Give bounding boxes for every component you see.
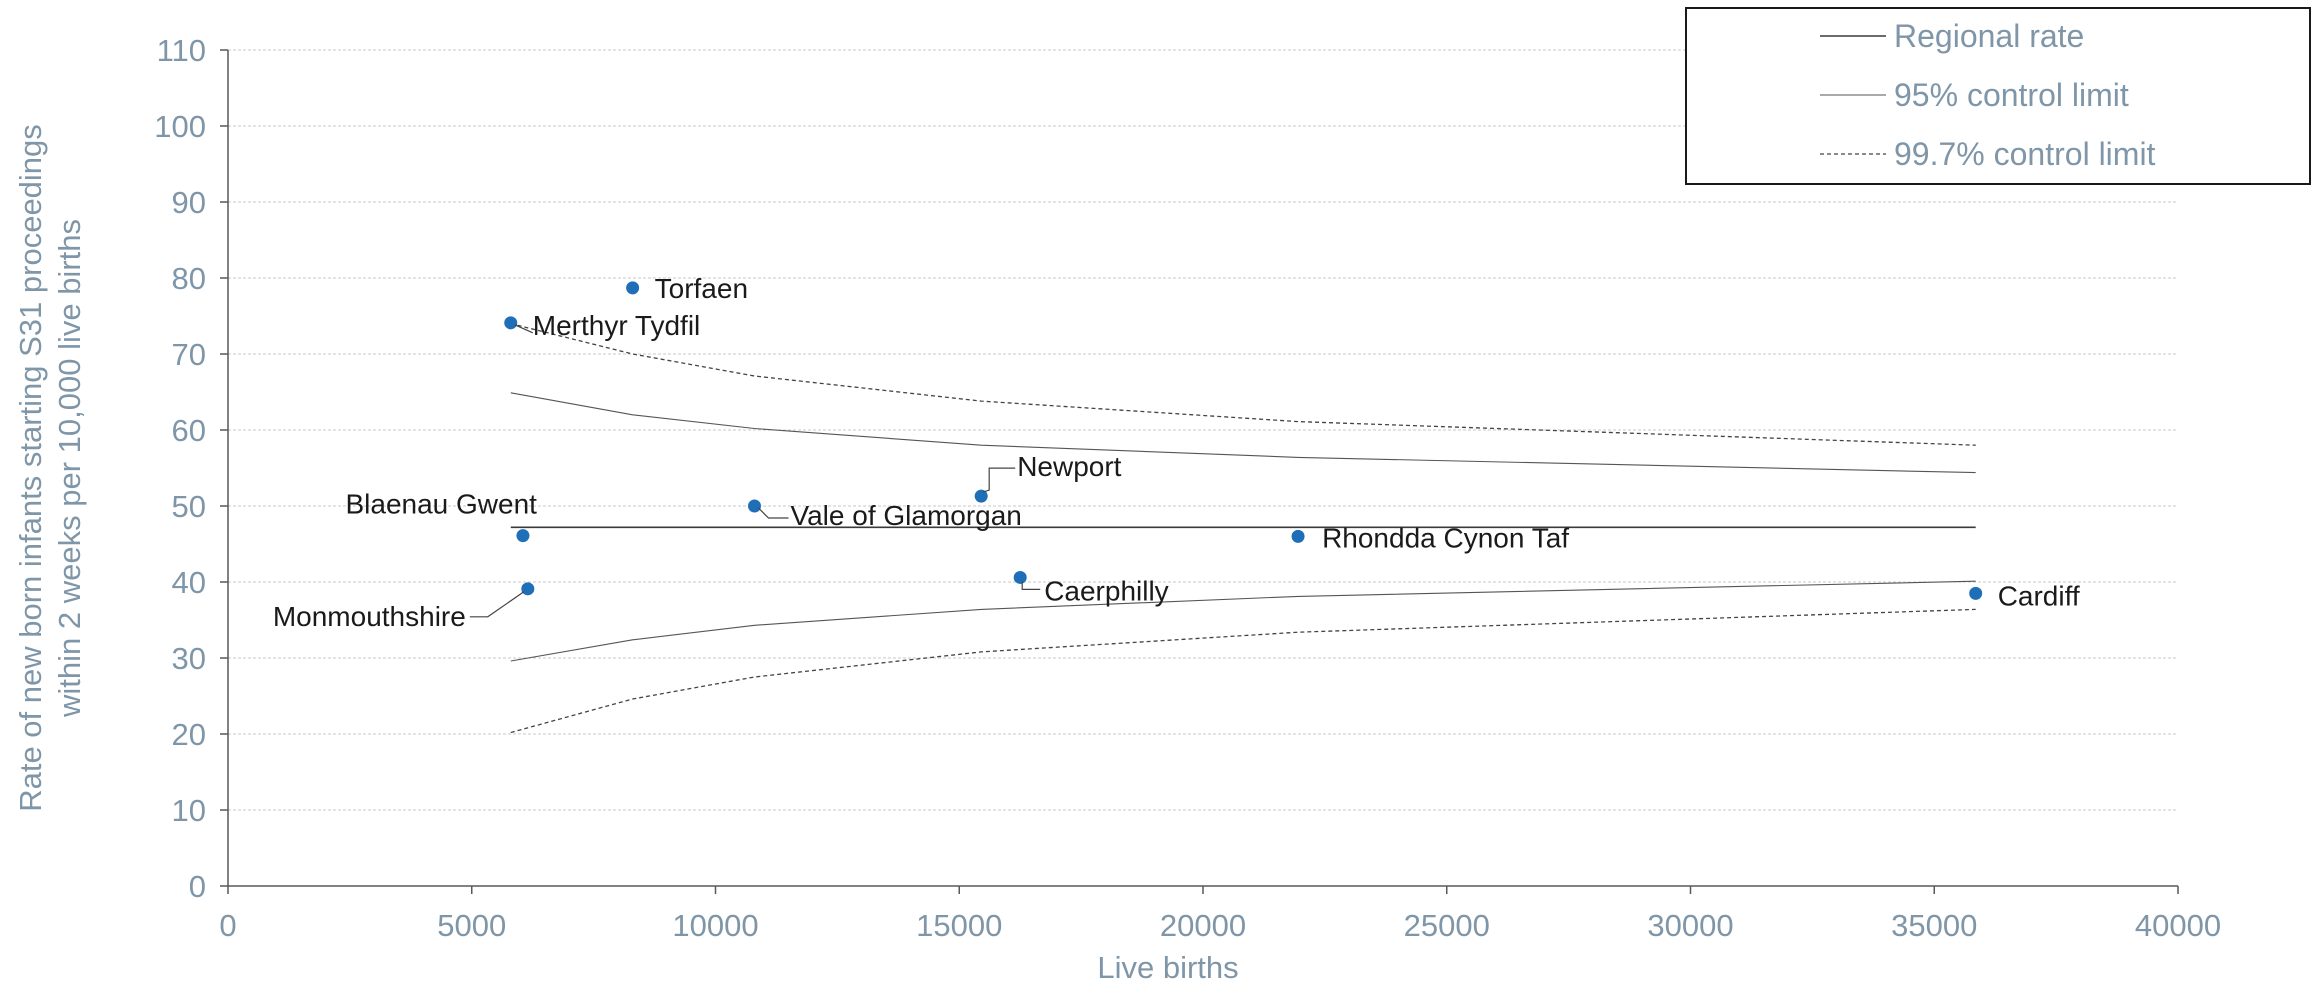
point-label-cardiff: Cardiff bbox=[1998, 580, 2080, 611]
data-point-torfaen bbox=[626, 281, 640, 295]
data-point-vale-of-glamorgan bbox=[748, 499, 761, 513]
y-tick-label-20: 20 bbox=[172, 717, 206, 752]
x-tick-label-35000: 35000 bbox=[1891, 908, 1977, 943]
y-tick-label-110: 110 bbox=[157, 33, 206, 68]
y-tick-label-10: 10 bbox=[172, 793, 206, 828]
legend-label-solid: Regional rate bbox=[1894, 18, 2084, 54]
point-label-blaenau-gwent: Blaenau Gwent bbox=[345, 489, 537, 520]
leader-line-merthyr-tydfil bbox=[514, 324, 534, 334]
data-point-rhondda-cynon-taf bbox=[1291, 529, 1305, 543]
y-tick-label-0: 0 bbox=[189, 869, 206, 904]
legend-label-thin: 95% control limit bbox=[1894, 77, 2129, 113]
data-point-monmouthshire bbox=[521, 582, 535, 596]
x-tick-label-30000: 30000 bbox=[1647, 908, 1733, 943]
series-line-thin-1 bbox=[510, 392, 1976, 474]
point-label-rhondda-cynon-taf: Rhondda Cynon Taf bbox=[1322, 522, 1569, 553]
point-label-caerphilly: Caerphilly bbox=[1044, 575, 1169, 606]
y-tick-label-50: 50 bbox=[172, 489, 206, 524]
point-label-monmouthshire: Monmouthshire bbox=[273, 601, 466, 632]
x-axis-title: Live births bbox=[1097, 950, 1238, 984]
legend: Regional rate 95% control limit 99.7% cont… bbox=[1685, 7, 2311, 185]
y-axis-title-line-2: within 2 weeks per 10,000 live births bbox=[52, 219, 87, 718]
y-tick-labels: 0 10 20 30 40 50 60 70 80 90 100 110 bbox=[154, 33, 228, 904]
x-tick-label-15000: 15000 bbox=[916, 908, 1002, 943]
y-tick-label-60: 60 bbox=[172, 413, 206, 448]
point-label-vale-of-glamorgan: Vale of Glamorgan bbox=[791, 500, 1022, 531]
y-tick-label-30: 30 bbox=[172, 641, 206, 676]
y-tick-label-80: 80 bbox=[172, 261, 206, 296]
x-tick-label-40000: 40000 bbox=[2135, 908, 2221, 943]
data-point-cardiff bbox=[1969, 586, 1983, 600]
point-label-merthyr-tydfil: Merthyr Tydfil bbox=[533, 310, 701, 341]
data-points bbox=[504, 281, 1983, 600]
x-tick-label-20000: 20000 bbox=[1160, 908, 1246, 943]
leader-line-vale-of-glamorgan bbox=[758, 507, 789, 519]
data-point-merthyr-tydfil bbox=[504, 316, 518, 330]
y-axis-title-line-1: Rate of new born infants starting S31 pr… bbox=[13, 124, 48, 812]
y-tick-label-40: 40 bbox=[172, 565, 206, 600]
x-tick-labels: 0 5000 10000 15000 20000 25000 30000 35000 40000 bbox=[219, 886, 2221, 943]
point-label-torfaen: Torfaen bbox=[655, 273, 748, 304]
series-lines bbox=[510, 322, 1976, 734]
data-point-newport bbox=[974, 489, 988, 503]
x-tick-label-0: 0 bbox=[219, 908, 236, 943]
point-label-newport: Newport bbox=[1017, 451, 1121, 482]
data-point-caerphilly bbox=[1013, 570, 1027, 584]
y-tick-label-90: 90 bbox=[172, 185, 206, 220]
leader-line-monmouthshire bbox=[469, 591, 525, 618]
data-point-blaenau-gwent bbox=[516, 529, 530, 543]
legend-box bbox=[1685, 7, 2311, 185]
legend-label-dashed: 99.7% control limit bbox=[1894, 136, 2156, 172]
x-tick-label-5000: 5000 bbox=[437, 908, 506, 943]
x-tick-label-10000: 10000 bbox=[672, 908, 758, 943]
leader-line-newport bbox=[983, 467, 1016, 493]
y-axis-title: Rate of new born infants starting S31 pr… bbox=[13, 124, 87, 812]
x-tick-label-25000: 25000 bbox=[1404, 908, 1490, 943]
y-tick-label-70: 70 bbox=[172, 337, 206, 372]
series-line-thin-2 bbox=[510, 580, 1976, 662]
point-labels: Torfaen Merthyr Tydfil Newport Blaenau Gwen… bbox=[273, 273, 2080, 632]
y-tick-label-100: 100 bbox=[154, 109, 206, 144]
series-line-dashed-4 bbox=[510, 608, 1976, 734]
leader-line-caerphilly bbox=[1021, 581, 1041, 591]
series-line-dashed-3 bbox=[510, 322, 1976, 446]
